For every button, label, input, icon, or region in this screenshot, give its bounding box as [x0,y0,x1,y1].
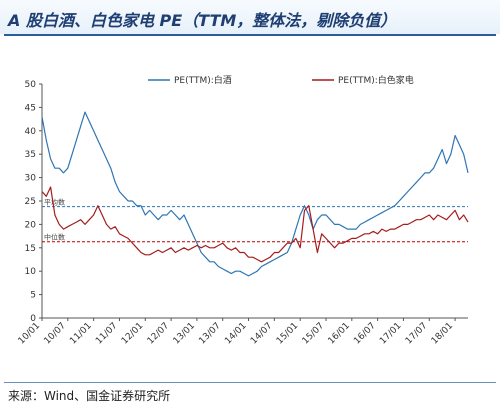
x-tick-label: 14/01 [223,321,248,346]
chart-title: A 股白酒、白色家电 PE（TTM，整体法，剔除负值） [8,11,397,30]
pe-line-chart: 0 5 10 15 20 25 30 35 40 45 50 10/01 10/07 11/01 11/07… [17,74,469,346]
y-tick-label: 35 [25,150,36,160]
y-tick-label: 25 [25,197,36,207]
x-tick-label: 13/01 [172,321,197,346]
series-line [41,111,469,277]
x-tick-label: 15/01 [275,321,300,346]
reference-line-label: 平均数 [44,198,65,207]
x-tick-label: 14/07 [249,321,274,346]
y-tick-label: 10 [25,267,37,277]
series-line [41,186,469,263]
x-tick-label: 16/07 [352,321,377,346]
reference-line-label: 中位数 [44,233,65,242]
y-tick-label: 45 [25,103,36,113]
plot-area: 0 5 10 15 20 25 30 35 40 45 50 10/01 10/07 11/01 11/07… [17,74,469,346]
x-tick-label: 11/07 [94,321,119,346]
y-tick-label: 20 [25,220,37,230]
legend-entry: PE(TTM):白酒 [174,74,232,86]
source-divider [4,382,496,383]
x-tick-label: 13/07 [197,321,222,346]
x-tick-label: 10/01 [17,321,42,346]
source-note: 来源：Wind、国金证券研究所 [8,389,171,403]
x-tick-label: 15/07 [301,321,326,346]
x-tick-label: 11/01 [68,321,93,346]
x-tick-label: 10/07 [43,321,68,346]
y-tick-label: 0 [30,314,36,324]
x-tick-label: 12/07 [146,321,171,346]
y-tick-label: 40 [25,127,37,137]
y-tick-label: 5 [30,291,36,301]
x-tick-label: 12/01 [120,321,145,346]
x-tick-label: 16/01 [327,321,352,346]
y-tick-label: 50 [25,80,37,90]
y-tick-label: 30 [25,174,37,184]
title-bar [0,0,500,34]
title-divider [4,34,496,36]
y-tick-label: 15 [25,244,36,254]
legend-entry: PE(TTM):白色家电 [338,74,414,86]
x-tick-label: 18/01 [430,321,455,346]
x-tick-label: 17/01 [378,321,403,346]
x-tick-label: 17/07 [404,321,429,346]
